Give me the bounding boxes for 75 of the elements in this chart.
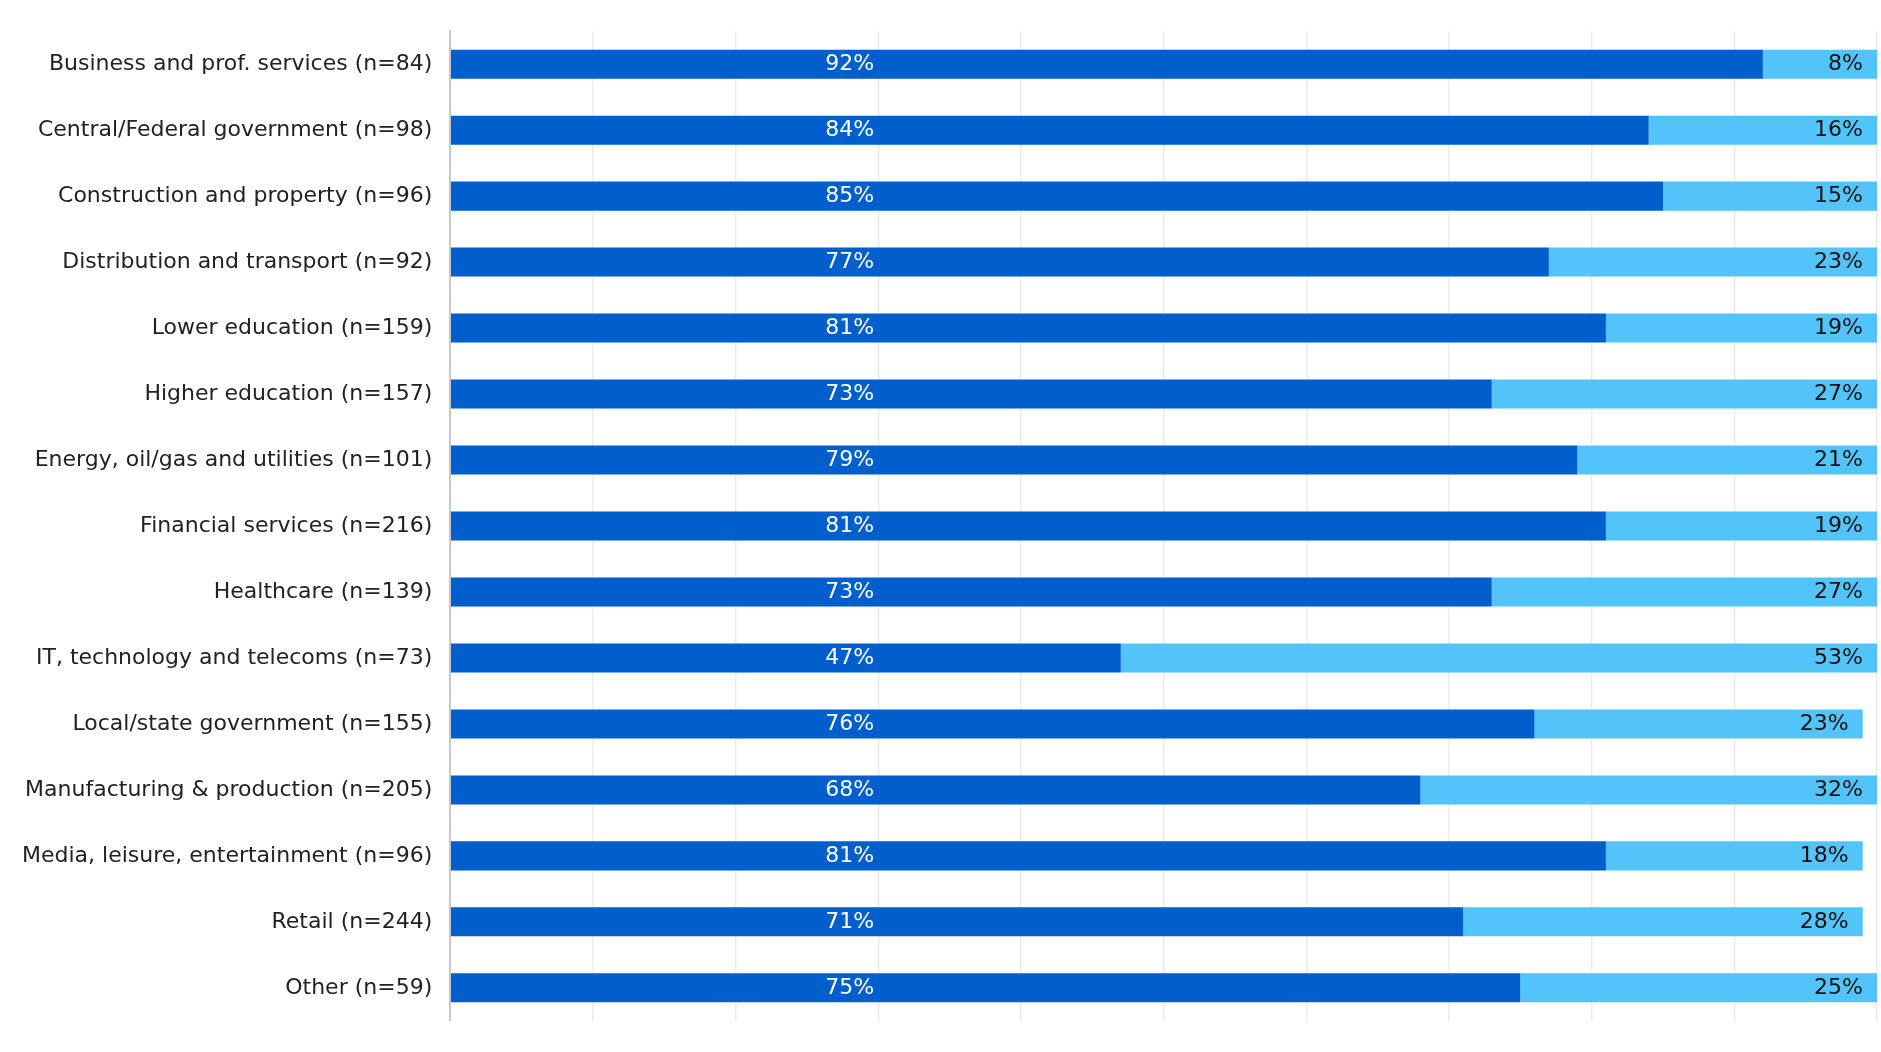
data-label: 81% <box>825 841 875 867</box>
data-label: 81% <box>825 511 875 537</box>
y-tick-label: Retail (n=244) <box>271 907 433 933</box>
bar <box>450 973 1521 1003</box>
bar <box>1491 379 1877 409</box>
data-label: 84% <box>825 115 875 141</box>
y-tick-label: Business and prof. services (n=84) <box>48 49 433 75</box>
bar <box>450 775 1421 805</box>
y-tick-label: Energy, oil/gas and utilities (n=101) <box>34 445 433 471</box>
bar <box>450 511 1606 541</box>
bar <box>450 709 1535 739</box>
data-label: 92% <box>825 49 875 75</box>
data-label: 27% <box>1814 577 1863 603</box>
data-label: 53% <box>1814 643 1863 669</box>
bar <box>1662 181 1877 211</box>
bar <box>450 907 1464 937</box>
y-tick-label: Central/Federal government (n=98) <box>37 115 433 141</box>
data-label: 27% <box>1814 379 1863 405</box>
y-tick-label: Construction and property (n=96) <box>58 181 433 207</box>
bar <box>450 445 1578 475</box>
bar <box>1520 973 1877 1003</box>
bar <box>1420 775 1877 805</box>
data-label: 19% <box>1814 511 1863 537</box>
bar <box>1605 841 1863 871</box>
bar <box>450 313 1606 343</box>
data-label: 21% <box>1814 445 1863 471</box>
y-tick-label: Other (n=59) <box>285 973 433 999</box>
bar <box>450 181 1663 211</box>
y-tick-label: Lower education (n=159) <box>151 313 433 339</box>
y-tick-label: Higher education (n=157) <box>144 379 433 405</box>
bar <box>450 247 1549 277</box>
bar <box>450 379 1492 409</box>
data-label: 68% <box>825 775 875 801</box>
y-tick-label: Distribution and transport (n=92) <box>62 247 433 273</box>
bar <box>450 115 1649 145</box>
data-label: 76% <box>825 709 875 735</box>
data-label: 81% <box>825 313 875 339</box>
bar <box>450 643 1121 673</box>
bar <box>1605 313 1877 343</box>
data-label: 15% <box>1814 181 1863 207</box>
bar <box>450 49 1763 79</box>
y-tick-label: Media, leisure, entertainment (n=96) <box>21 841 433 867</box>
bar <box>450 577 1492 607</box>
data-label: 71% <box>825 907 875 933</box>
data-label: 77% <box>825 247 875 273</box>
data-label: 23% <box>1799 709 1849 735</box>
bar <box>1548 247 1877 277</box>
bar <box>1648 115 1877 145</box>
bar <box>1463 907 1863 937</box>
bar <box>1534 709 1863 739</box>
data-label: 32% <box>1814 775 1863 801</box>
y-tick-label: Financial services (n=216) <box>140 511 433 537</box>
data-label: 73% <box>825 379 875 405</box>
bar <box>450 841 1606 871</box>
data-label: 73% <box>825 577 875 603</box>
y-tick-label: Local/state government (n=155) <box>72 709 433 735</box>
data-label: 23% <box>1814 247 1863 273</box>
data-label: 18% <box>1799 841 1849 867</box>
data-label: 8% <box>1828 49 1863 75</box>
data-label: 25% <box>1814 973 1863 999</box>
data-label: 85% <box>825 181 875 207</box>
y-tick-label: IT, technology and telecoms (n=73) <box>35 643 433 669</box>
y-tick-label: Healthcare (n=139) <box>213 577 433 603</box>
y-tick-label: Manufacturing & production (n=205) <box>25 775 433 801</box>
data-label: 47% <box>825 643 875 669</box>
data-label: 19% <box>1814 313 1863 339</box>
bar <box>1120 643 1877 673</box>
bar <box>1762 49 1877 79</box>
bar <box>1605 511 1877 541</box>
data-label: 79% <box>825 445 875 471</box>
bar <box>1577 445 1877 475</box>
bar <box>1491 577 1877 607</box>
data-label: 16% <box>1814 115 1863 141</box>
data-label: 28% <box>1799 907 1849 933</box>
data-label: 75% <box>825 973 875 999</box>
